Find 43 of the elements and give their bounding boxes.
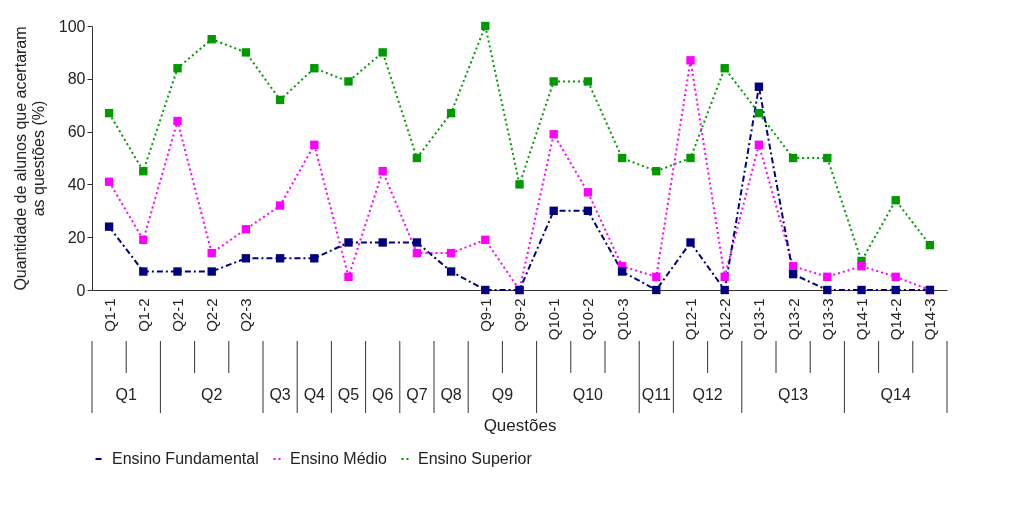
text: Q9: [491, 386, 514, 403]
text: Q11: [641, 386, 671, 403]
text: Q2: [201, 386, 223, 403]
text: Q7: [406, 386, 428, 403]
x-tick-label: Q13-1: [750, 298, 768, 341]
text: Q6: [372, 386, 394, 403]
x-tick-label: Q10-2: [579, 298, 597, 341]
x-tick-label: Q2-3: [237, 298, 255, 332]
x-tick-label: Q1-1: [100, 298, 118, 332]
text: Q10: [572, 386, 604, 403]
text: Q13: [777, 386, 809, 403]
text: Q5: [337, 386, 360, 403]
x-tick-label: Q9-2: [511, 298, 528, 332]
text: Q14: [880, 386, 911, 403]
text: Q12: [692, 386, 723, 403]
legend-label: Ensino Fundamental: [112, 450, 259, 467]
text: Q4: [303, 386, 326, 403]
x-tick-label: Q12-1: [682, 298, 699, 341]
y-tick-label: 40: [67, 175, 86, 193]
x-tick-label: Q10-3: [613, 298, 631, 341]
x-tick-label: Q2-1: [169, 298, 186, 332]
text: Q3: [269, 386, 291, 403]
y-tick-label: 100: [58, 17, 86, 35]
x-tick-label: Q13-3: [818, 298, 836, 341]
x-tick-label: Q14-2: [887, 298, 905, 341]
legend-label: Ensino Médio: [290, 450, 388, 467]
x-tick-label: Q12-2: [716, 298, 734, 341]
text: Q1: [115, 386, 137, 403]
y-tick-label: 20: [67, 228, 86, 246]
x-axis-title: Questões: [483, 415, 557, 435]
x-tick-label: Q13-2: [784, 298, 802, 341]
x-tick-label: Q2-2: [203, 298, 221, 332]
x-tick-label: Q14-3: [921, 298, 939, 341]
y-tick-label: 0: [76, 281, 86, 299]
x-tick-label: Q9-1: [476, 298, 494, 332]
x-tick-label: Q10-1: [545, 298, 563, 341]
y-tick-label: 60: [67, 123, 86, 141]
x-tick-label: Q1-2: [134, 298, 152, 332]
y-tick-label: 80: [67, 70, 86, 88]
text: Q8: [440, 386, 462, 403]
x-tick-label: Q14-1: [853, 298, 870, 341]
legend-label: Ensino Superior: [418, 450, 533, 467]
y-axis-title: Quantidade de alunos que acertaram as questões (%): [11, 26, 47, 291]
